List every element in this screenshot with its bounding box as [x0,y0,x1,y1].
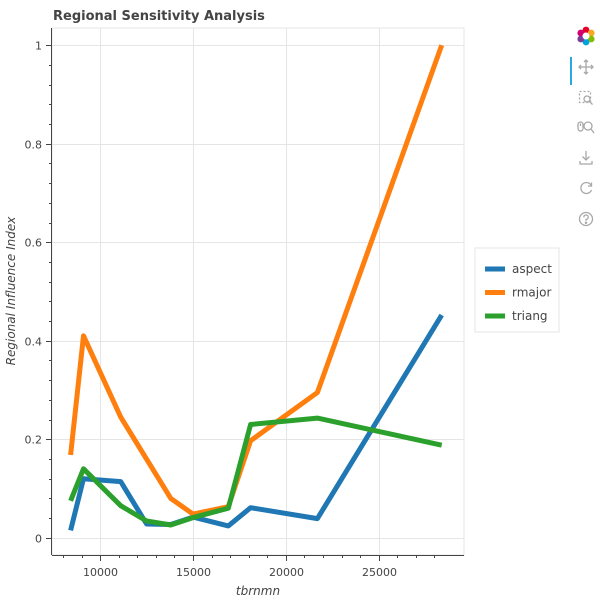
chart-title: Regional Sensitivity Analysis [53,9,265,24]
bokeh-logo-icon[interactable] [572,24,600,48]
series-line-triang [68,415,443,528]
legend-label-aspect: aspect [512,262,552,276]
legend-label-rmajor: rmajor [512,286,551,300]
legend-label-triang: triang [512,309,548,323]
y-tick-label: 1 [35,40,42,53]
y-tick-label: 0.4 [25,336,43,349]
x-tick-label: 25000 [362,566,397,579]
help-icon[interactable] [572,207,600,231]
y-tick-label: 0.2 [25,434,43,447]
y-tick-label: 0.8 [25,139,43,152]
y-axis-ticks: 0 0.2 0.4 0.6 0.8 1 [25,40,52,546]
x-axis-ticks: 10000 15000 20000 25000 [63,555,435,579]
pan-icon[interactable] [570,55,600,85]
y-axis-label: Regional Influence Index [4,216,18,366]
x-tick-label: 15000 [176,566,211,579]
x-tick-label: 20000 [269,566,304,579]
box-zoom-icon[interactable] [572,86,600,110]
reset-icon[interactable] [572,176,600,200]
x-tick-label: 10000 [83,566,118,579]
active-tool-indicator [570,57,572,85]
x-axis-label: tbrnmn [236,584,280,598]
save-icon[interactable] [572,146,600,170]
y-tick-label: 0.6 [25,237,43,250]
legend: aspect rmajor triang [474,247,560,333]
series-line-rmajor [68,44,445,517]
wheel-zoom-icon[interactable] [572,115,600,139]
grid [52,28,464,555]
series-lines [68,44,445,532]
y-tick-label: 0 [35,533,42,546]
